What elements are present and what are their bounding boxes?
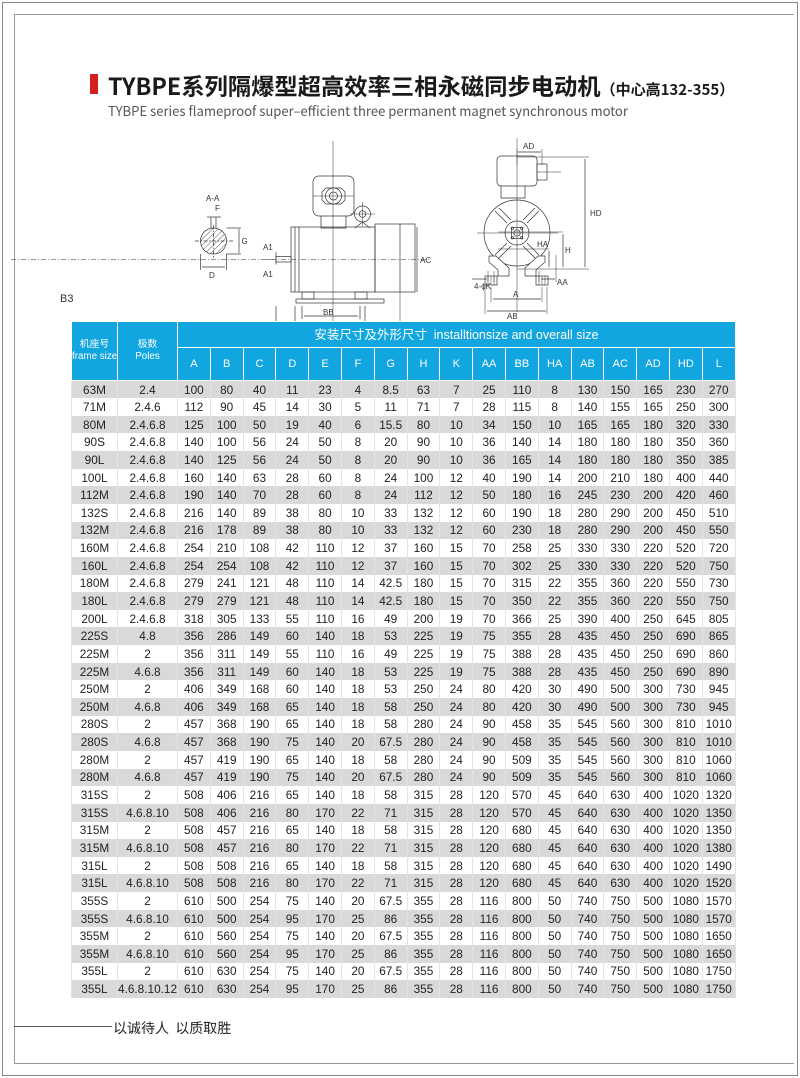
svg-text:4-ϕK: 4-ϕK [474, 282, 492, 291]
svg-text:G: G [242, 237, 248, 246]
svg-text:H: H [565, 246, 571, 255]
svg-text:A1: A1 [263, 243, 273, 252]
svg-text:B3: B3 [60, 293, 73, 305]
svg-text:A-A: A-A [206, 194, 220, 203]
svg-text:HA: HA [537, 240, 549, 249]
svg-text:HD: HD [590, 209, 602, 218]
svg-text:AB: AB [507, 312, 518, 321]
svg-text:AD: AD [523, 142, 534, 151]
svg-text:A: A [513, 290, 519, 299]
svg-text:A1: A1 [263, 270, 273, 279]
svg-text:AC: AC [420, 256, 431, 265]
svg-text:D: D [209, 271, 215, 280]
svg-text:F: F [215, 204, 220, 213]
svg-text:BB: BB [323, 308, 334, 317]
svg-text:AA: AA [557, 278, 568, 287]
